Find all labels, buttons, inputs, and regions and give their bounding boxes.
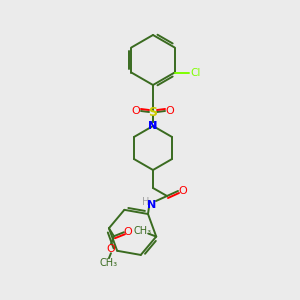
Text: O: O — [178, 186, 188, 196]
Text: CH₃: CH₃ — [133, 226, 151, 236]
Text: H: H — [142, 197, 150, 207]
Text: CH₃: CH₃ — [100, 258, 118, 268]
Text: O: O — [124, 227, 132, 237]
Text: S: S — [148, 106, 158, 118]
Text: O: O — [166, 106, 174, 116]
Text: O: O — [106, 244, 115, 254]
Text: O: O — [132, 106, 140, 116]
Text: N: N — [148, 121, 158, 131]
Text: Cl: Cl — [190, 68, 201, 77]
Text: N: N — [147, 200, 157, 210]
Text: N: N — [148, 121, 158, 131]
